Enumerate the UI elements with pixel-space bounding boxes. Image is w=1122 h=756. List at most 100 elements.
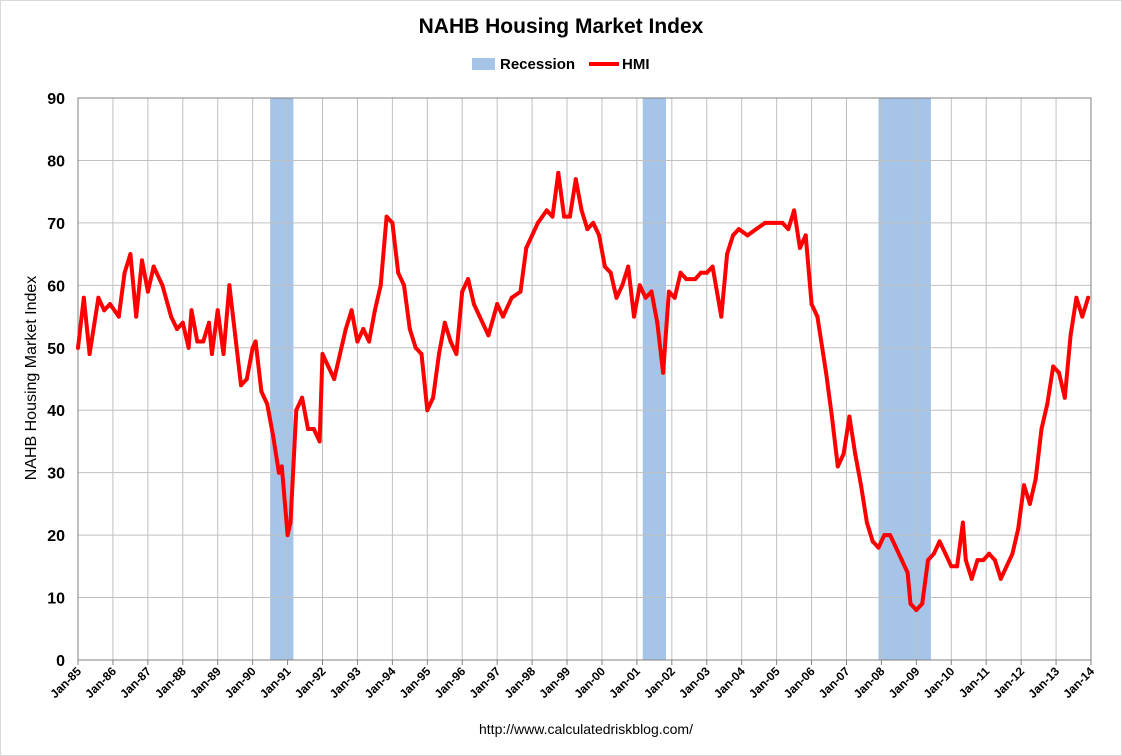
series-points-hmi xyxy=(76,170,1091,612)
data-point xyxy=(535,220,540,225)
legend-label-hmi: HMI xyxy=(622,56,650,73)
data-point xyxy=(186,345,191,350)
data-point xyxy=(477,314,482,319)
data-point xyxy=(195,339,200,344)
data-point xyxy=(169,314,174,319)
data-point xyxy=(736,227,741,232)
data-point xyxy=(544,208,549,213)
data-point xyxy=(719,314,724,319)
series-line-hmi xyxy=(76,170,1091,612)
data-point xyxy=(128,252,133,257)
data-point xyxy=(96,295,101,300)
data-point xyxy=(201,339,206,344)
data-point xyxy=(396,270,401,275)
data-point xyxy=(311,427,316,431)
data-point xyxy=(448,339,453,344)
data-point xyxy=(725,252,730,257)
data-point xyxy=(151,264,156,269)
data-point xyxy=(678,270,683,275)
data-point xyxy=(524,245,529,250)
data-point xyxy=(108,302,112,307)
data-point xyxy=(250,345,255,350)
y-tick-label: 0 xyxy=(56,653,65,670)
x-tick-label: Jan-94 xyxy=(362,664,399,701)
x-tick-label: Jan-92 xyxy=(292,664,329,701)
data-point xyxy=(661,370,666,375)
data-point xyxy=(926,558,930,563)
data-point xyxy=(955,564,960,569)
x-tick-label: Jan-02 xyxy=(641,664,678,701)
data-point xyxy=(829,414,834,419)
data-point xyxy=(227,283,232,288)
x-tick-label: Jan-90 xyxy=(222,664,259,701)
data-point xyxy=(419,352,424,356)
y-axis-tick-labels: 0 10 20 30 40 50 60 70 80 90 xyxy=(47,91,65,670)
data-point xyxy=(710,264,715,269)
x-tick-label: Jan-00 xyxy=(571,664,608,701)
data-point xyxy=(276,470,281,475)
data-point xyxy=(1004,564,1009,569)
x-tick-label: Jan-13 xyxy=(1025,664,1062,701)
data-point xyxy=(882,533,887,538)
data-point xyxy=(1022,483,1026,488)
data-point xyxy=(556,170,561,175)
data-point xyxy=(573,177,578,182)
data-point xyxy=(1039,427,1044,431)
x-tick-label: Jan-12 xyxy=(990,664,1027,701)
data-point xyxy=(460,289,465,294)
data-point xyxy=(87,352,92,356)
data-point xyxy=(666,289,671,294)
data-point xyxy=(567,214,572,219)
y-tick-label: 60 xyxy=(47,278,65,295)
y-axis-label: NAHB Housing Market Index xyxy=(23,276,40,481)
data-point xyxy=(466,277,471,282)
data-point xyxy=(215,308,220,313)
data-point xyxy=(803,233,808,238)
data-point xyxy=(809,302,814,307)
data-point xyxy=(221,352,226,356)
data-point xyxy=(562,214,567,219)
data-point xyxy=(1074,295,1079,300)
x-tick-label: Jan-09 xyxy=(886,664,923,701)
x-tick-label: Jan-07 xyxy=(816,664,853,701)
data-point xyxy=(894,545,898,550)
data-point xyxy=(454,352,459,356)
data-point xyxy=(693,277,698,282)
data-point xyxy=(134,314,139,319)
data-point xyxy=(899,558,904,563)
data-point xyxy=(367,339,372,344)
data-point xyxy=(853,451,858,456)
data-point xyxy=(259,389,264,394)
data-point xyxy=(407,327,412,331)
data-point xyxy=(969,576,974,581)
data-point xyxy=(1068,333,1073,338)
data-point xyxy=(175,327,179,331)
data-point xyxy=(413,345,418,350)
data-point xyxy=(338,352,342,356)
x-tick-label: Jan-93 xyxy=(327,664,364,701)
data-point xyxy=(949,564,954,569)
data-point xyxy=(326,364,331,369)
x-tick-label: Jan-05 xyxy=(746,664,783,701)
data-point xyxy=(780,220,785,225)
recession-band-1 xyxy=(270,98,294,660)
data-point xyxy=(786,227,791,232)
y-tick-label: 90 xyxy=(47,91,65,108)
x-tick-label: Jan-08 xyxy=(851,664,888,701)
recession-bands xyxy=(270,98,931,660)
data-point xyxy=(841,451,846,456)
data-point xyxy=(355,339,360,344)
data-point xyxy=(116,314,121,319)
data-point xyxy=(643,295,648,300)
data-point xyxy=(390,220,395,225)
data-point xyxy=(501,314,505,319)
data-point xyxy=(332,377,337,381)
data-point xyxy=(792,208,797,213)
data-point xyxy=(378,283,383,288)
data-point xyxy=(731,233,735,238)
data-point xyxy=(1051,364,1056,369)
data-point xyxy=(279,464,284,469)
data-point xyxy=(981,558,986,563)
data-point xyxy=(876,545,881,550)
x-tick-label: Jan-10 xyxy=(921,664,958,701)
